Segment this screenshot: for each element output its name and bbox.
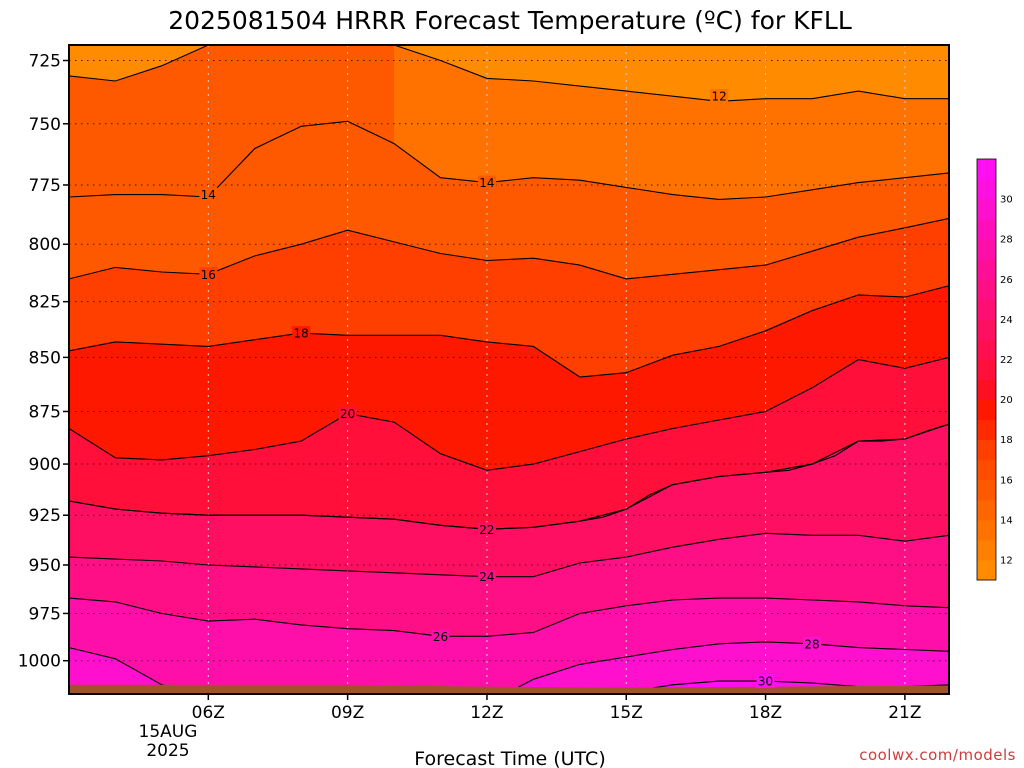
colorbar-segment-27 (977, 239, 996, 260)
contour-label-bg-14 (477, 175, 496, 190)
colorbar-segment-23 (977, 319, 996, 340)
colorbar-label-24: 24 (1000, 315, 1013, 326)
colorbar-label-30: 30 (1000, 195, 1013, 206)
colorbar-segment-21 (977, 359, 996, 381)
colorbar-segment-18 (977, 419, 996, 441)
contour-label-16: 16 (201, 268, 216, 282)
ground-fill (69, 684, 949, 694)
colorbar-segment-30 (977, 179, 996, 200)
contour-label-30: 30 (758, 675, 773, 689)
y-axis: 725 750 775 800 825 850 875 900 925 950 975 1000 (18, 52, 69, 672)
contour-label-14: 14 (479, 176, 494, 190)
contour-labels: 12 14 14 16 18 20 22 24 26 28 30 (199, 89, 822, 689)
contour-12 (208, 45, 949, 102)
colorbar-segment-17 (977, 439, 996, 461)
x-tick-label-09Z: 09Z (331, 703, 364, 723)
contour-label-22: 22 (479, 523, 494, 537)
colorbar-label-26: 26 (1000, 275, 1013, 286)
contour-label-bg-20 (338, 406, 357, 421)
contour-label-14: 14 (201, 188, 216, 202)
colorbar-segment-29 (977, 199, 996, 220)
colorbar-segment-11 (977, 559, 996, 581)
grid-lines (69, 45, 949, 694)
ground-layer (69, 684, 949, 694)
colorbar-segment-16 (977, 459, 996, 481)
colorbar-segment-19 (977, 399, 996, 421)
x-date-label-day: 15AUG (139, 722, 198, 742)
colorbar-frame (976, 158, 997, 581)
colorbar-segment-22 (977, 339, 996, 360)
colorbar-segment-25 (977, 279, 996, 300)
contour-label-bg-28 (803, 636, 822, 651)
colorbar-segment-13 (977, 519, 996, 541)
x-tick-label-12Z: 12Z (470, 703, 503, 723)
x-tick-label-15Z: 15Z (610, 703, 643, 723)
contour-24 (69, 532, 949, 578)
contour-label-bg-30 (756, 674, 775, 689)
contour-label-bg-26 (431, 629, 450, 644)
y-tick-label-950: 950 (29, 556, 61, 576)
contour-lines (69, 45, 949, 694)
contour-label-bg-18 (292, 326, 311, 341)
y-tick-label-750: 750 (29, 115, 61, 135)
contour-26 (69, 597, 949, 637)
contour-label-18: 18 (294, 327, 309, 341)
y-tick-label-1000: 1000 (18, 652, 61, 672)
contour-22 (69, 423, 949, 530)
colorbar-label-22: 22 (1000, 355, 1013, 366)
colorbar-segment-31 (977, 159, 996, 180)
y-tick-label-875: 875 (29, 402, 61, 422)
x-tick-label-21Z: 21Z (888, 703, 921, 723)
colorbar-label-18: 18 (1000, 435, 1013, 446)
temperature-bands (69, 45, 949, 694)
contour-label-bg-16 (199, 267, 218, 282)
contour-label-20: 20 (340, 407, 355, 421)
contour-20 (69, 356, 949, 471)
colorbar-segment-15 (977, 479, 996, 501)
y-tick-label-825: 825 (29, 293, 61, 313)
contour-14 (69, 45, 395, 82)
contour-label-bg-24 (477, 569, 496, 584)
credit-text: coolwx.com/models (859, 746, 1016, 764)
y-tick-label-975: 975 (29, 604, 61, 624)
colorbar-label-20: 20 (1000, 395, 1013, 406)
y-tick-label-850: 850 (29, 348, 61, 368)
x-tick-label-18Z: 18Z (749, 703, 782, 723)
colorbar-label-16: 16 (1000, 475, 1013, 486)
colorbar-segment-28 (977, 219, 996, 240)
contour-label-bg-14 (199, 187, 218, 202)
x-date-label-year: 2025 (146, 741, 189, 761)
contour-label-12: 12 (711, 90, 726, 104)
contour-18 (69, 285, 949, 378)
contour-label-bg-12 (710, 89, 729, 104)
contour-label-bg-22 (477, 522, 496, 537)
colorbar-segment-14 (977, 499, 996, 521)
plot-frame (68, 44, 950, 695)
contour-label-24: 24 (479, 570, 494, 584)
colorbar-label-28: 28 (1000, 235, 1013, 246)
y-tick-label-775: 775 (29, 176, 61, 196)
colorbar-label-12: 12 (1000, 555, 1013, 566)
colorbar-segment-26 (977, 259, 996, 280)
x-axis-label: Forecast Time (UTC) (414, 748, 605, 768)
contour-label-26: 26 (433, 630, 448, 644)
y-tick-label-925: 925 (29, 506, 61, 526)
x-tick-label-06Z: 06Z (192, 703, 225, 723)
y-tick-label-725: 725 (29, 52, 61, 72)
y-tick-label-800: 800 (29, 235, 61, 255)
contour-label-28: 28 (804, 637, 819, 651)
x-axis: 06Z 09Z 12Z 15Z 18Z 21Z (192, 694, 922, 723)
colorbar-segment-24 (977, 299, 996, 320)
colorbar-label-14: 14 (1000, 515, 1013, 526)
colorbar-segment-12 (977, 539, 996, 561)
y-tick-label-900: 900 (29, 455, 61, 475)
chart-title: 2025081504 HRRR Forecast Temperature (ºC… (168, 6, 852, 35)
colorbar-segment-20 (977, 379, 996, 401)
colorbar: 12 14 16 18 20 22 24 26 28 30 (976, 158, 1013, 581)
plot-area (69, 45, 949, 694)
